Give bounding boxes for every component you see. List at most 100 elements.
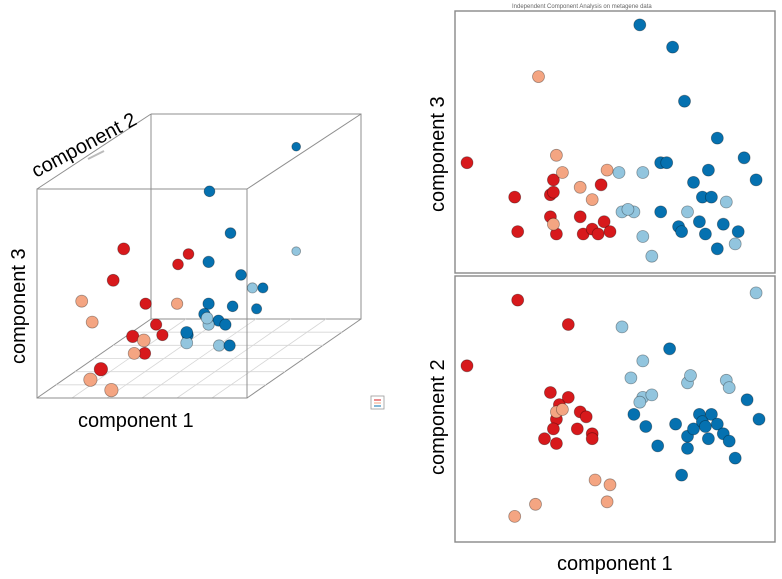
data-point <box>615 320 629 334</box>
data-point <box>550 437 563 450</box>
data-point <box>508 190 522 204</box>
data-point <box>675 468 688 482</box>
data-point <box>600 163 614 177</box>
data-point-3d <box>257 282 269 294</box>
data-point <box>570 422 584 436</box>
data-point <box>684 369 697 382</box>
axis-label-component-3-3d: component 3 <box>8 248 30 364</box>
data-point-3d <box>93 362 109 377</box>
data-point <box>573 180 587 194</box>
panel-frame <box>454 10 776 274</box>
data-point-3d <box>224 227 237 239</box>
data-point <box>561 318 575 331</box>
data-point <box>731 225 745 239</box>
data-point <box>687 422 700 436</box>
data-point <box>710 131 724 145</box>
data-point <box>710 242 724 256</box>
data-point <box>699 227 712 241</box>
scatter-3d-panel: component 1 component 2 component 3 <box>8 109 385 432</box>
data-point <box>722 434 736 448</box>
data-point <box>556 166 569 179</box>
data-point <box>654 205 668 219</box>
axis-label-component-2: component 2 <box>427 359 449 475</box>
data-point <box>645 249 659 263</box>
data-point <box>663 342 676 356</box>
data-point <box>669 417 682 431</box>
axis-label-component-1-3d: component 1 <box>78 410 194 432</box>
data-point <box>749 286 763 300</box>
data-point-3d <box>139 297 152 310</box>
data-point <box>600 495 614 509</box>
data-point <box>705 190 718 204</box>
data-point <box>603 225 617 239</box>
data-point-3d <box>203 185 216 198</box>
data-point-3d <box>83 372 98 387</box>
data-point-3d <box>291 246 302 257</box>
data-point-3d <box>182 248 195 260</box>
data-point <box>702 432 715 446</box>
data-point-3d <box>150 318 163 331</box>
data-point <box>693 215 706 229</box>
data-point-3d <box>106 273 120 287</box>
data-point-3d <box>156 328 169 342</box>
data-point <box>627 407 641 421</box>
data-point-3d <box>117 242 131 256</box>
data-point-3d <box>171 297 184 310</box>
data-point-3d <box>219 318 232 331</box>
axis-label-component-3: component 3 <box>427 96 449 212</box>
data-point <box>511 293 525 307</box>
data-point <box>544 386 557 399</box>
data-point <box>550 148 563 162</box>
data-point <box>636 166 650 179</box>
data-point <box>740 393 754 407</box>
data-point <box>722 381 736 395</box>
panel-frame <box>454 275 776 543</box>
data-point-3d <box>104 382 119 398</box>
data-point <box>547 217 560 231</box>
data-point <box>547 422 560 436</box>
points-top <box>460 18 763 263</box>
points-bottom <box>460 286 766 523</box>
data-point <box>633 18 647 32</box>
data-point-3d <box>180 326 194 339</box>
data-point <box>737 151 751 165</box>
data-point <box>612 166 626 179</box>
data-point <box>681 441 694 455</box>
scatter-panel-component-3: Independent Component Analysis on metage… <box>427 4 776 274</box>
data-point-3d <box>246 282 258 294</box>
data-point <box>547 185 560 199</box>
axis-label-component-2-3d: component 2 <box>28 109 140 183</box>
data-point <box>633 395 647 409</box>
data-point <box>719 195 733 209</box>
data-point-3d <box>251 303 263 315</box>
data-point <box>651 439 665 453</box>
data-point <box>532 70 545 83</box>
data-point <box>561 390 575 404</box>
data-point-3d <box>172 258 184 271</box>
data-point <box>508 510 522 523</box>
data-point-3d <box>137 333 151 348</box>
box-edge <box>36 113 152 190</box>
data-point <box>681 205 694 219</box>
data-point-3d <box>127 346 141 360</box>
data-point-3d <box>202 297 215 310</box>
data-point-3d <box>202 255 215 268</box>
data-point <box>728 237 742 251</box>
data-point <box>749 173 763 187</box>
tick-mark <box>87 150 105 160</box>
data-point-3d <box>235 269 247 281</box>
data-point-3d <box>226 300 239 313</box>
data-point <box>675 225 688 239</box>
data-point <box>585 432 599 446</box>
data-point <box>460 156 474 170</box>
data-point <box>588 473 602 487</box>
data-point <box>752 412 766 426</box>
data-point-3d <box>223 339 236 352</box>
floor-grid <box>56 318 342 399</box>
data-point <box>579 410 593 424</box>
data-point <box>538 432 551 446</box>
data-point <box>594 178 608 192</box>
data-point <box>702 163 715 177</box>
legend-icon <box>370 395 385 410</box>
